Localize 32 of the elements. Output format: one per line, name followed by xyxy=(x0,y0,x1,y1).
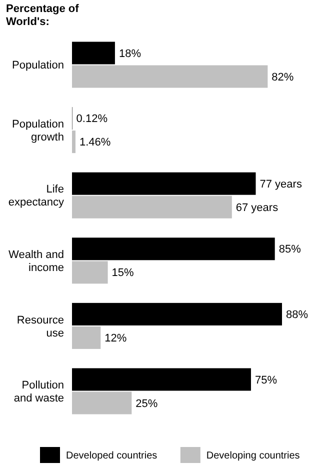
bar xyxy=(72,261,108,284)
bar xyxy=(72,238,275,260)
bar xyxy=(72,392,132,414)
y-tick-label: Population growth xyxy=(12,118,64,144)
data-label: 67 years xyxy=(236,202,279,214)
data-label: 1.46% xyxy=(79,136,111,149)
data-label: 18% xyxy=(118,48,142,60)
data-label: 82% xyxy=(272,71,294,84)
y-tick-label: Wealth and income xyxy=(8,248,64,274)
y-tick-label: Population xyxy=(12,60,64,72)
bar xyxy=(72,42,115,64)
legend-label: Developing countries xyxy=(206,450,300,462)
data-label: 88% xyxy=(286,309,308,322)
bar xyxy=(72,172,256,195)
data-label: 12% xyxy=(104,332,127,345)
bar xyxy=(72,368,251,391)
bar xyxy=(72,130,76,154)
legend-label: Developed countries xyxy=(66,450,158,462)
data-label: 77 years xyxy=(260,178,302,190)
bar xyxy=(72,65,268,88)
y-tick-label: Life expectancy xyxy=(8,184,64,209)
data-label: 0.12% xyxy=(76,113,108,126)
data-label: 85% xyxy=(278,244,302,256)
data-label: 25% xyxy=(136,398,158,410)
bar xyxy=(72,302,282,326)
y-tick-label: Resource use xyxy=(16,314,64,340)
data-label: 15% xyxy=(112,267,134,280)
y-tick-label: Pollution and waste xyxy=(14,380,64,405)
bar xyxy=(72,326,101,349)
bar xyxy=(72,196,232,218)
chart-title: Percentage of World's: xyxy=(6,3,80,28)
data-label: 75% xyxy=(254,374,278,386)
